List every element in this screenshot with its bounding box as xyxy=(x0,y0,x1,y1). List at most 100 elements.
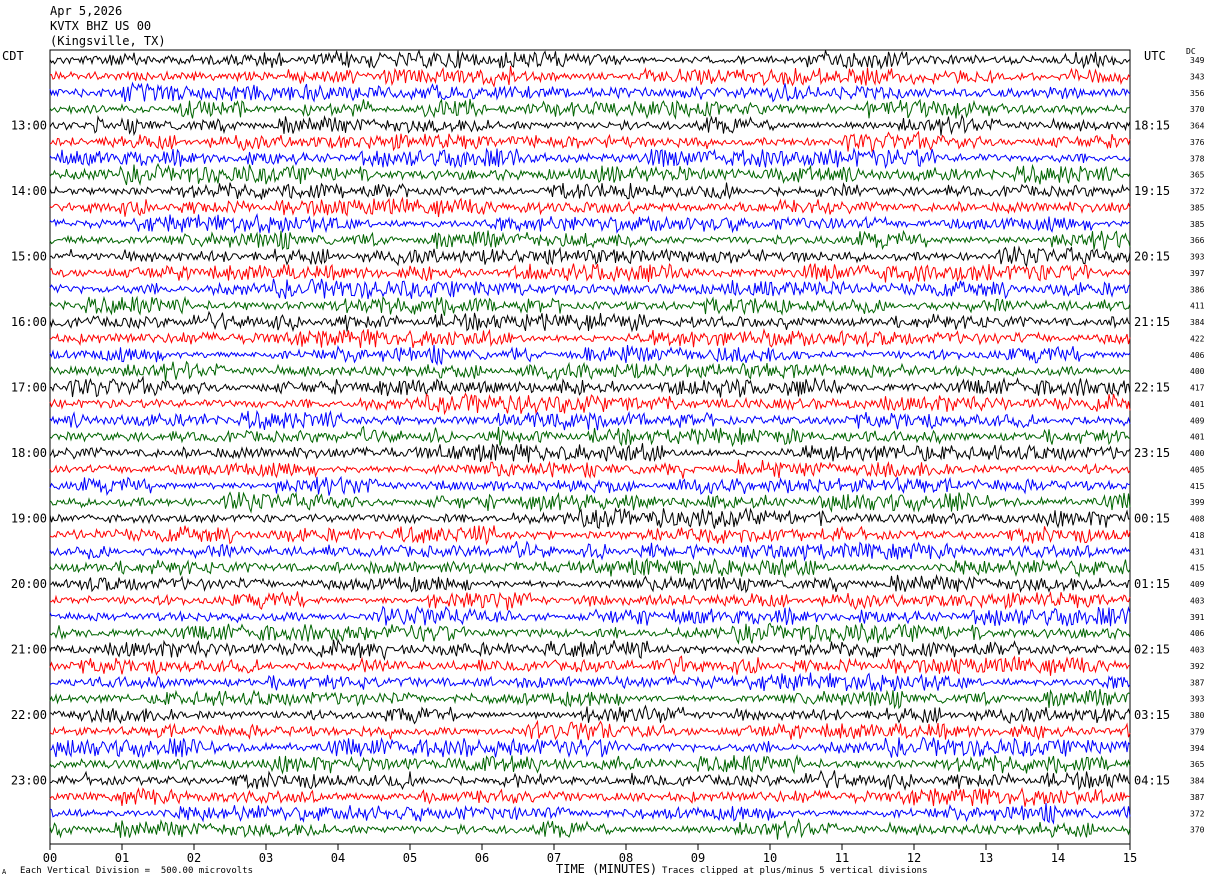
left-time-axis: 13:00 14:00 15:00 16:00 17:00 18:00 19:00 20:00… xyxy=(11,119,47,788)
trace-line xyxy=(49,688,1131,710)
dc-offset-value: 372 xyxy=(1190,809,1205,818)
trace-line xyxy=(49,328,1131,349)
right-time-label: 19:15 xyxy=(1134,184,1170,198)
dc-offset-value: 431 xyxy=(1190,547,1205,556)
right-timezone-label: UTC xyxy=(1144,49,1166,63)
left-time-label: 16:00 xyxy=(11,315,47,329)
dc-offset-value: 406 xyxy=(1190,629,1205,638)
trace-line xyxy=(49,65,1131,88)
dc-offset-value: 401 xyxy=(1190,433,1205,442)
left-time-label: 21:00 xyxy=(11,643,47,657)
right-time-label: 03:15 xyxy=(1134,708,1170,722)
trace-line xyxy=(49,736,1131,759)
right-time-label: 18:15 xyxy=(1134,119,1170,133)
left-time-label: 20:00 xyxy=(11,577,47,591)
x-tick-label: 15 xyxy=(1123,851,1137,865)
dc-offset-value: 415 xyxy=(1190,564,1205,573)
dc-offset-column: 349 343 356 370 364 376 378 365 372 385 385 366 393 3… xyxy=(1190,56,1205,835)
left-time-label: 19:00 xyxy=(11,512,47,526)
dc-offset-value: 365 xyxy=(1190,760,1205,769)
dc-offset-value: 378 xyxy=(1190,154,1205,163)
trace-line xyxy=(49,655,1131,676)
right-time-label: 23:15 xyxy=(1134,446,1170,460)
x-tick-label: 00 xyxy=(43,851,57,865)
header-location: (Kingsville, TX) xyxy=(50,34,166,48)
dc-offset-value: 400 xyxy=(1190,449,1205,458)
left-time-label: 22:00 xyxy=(11,708,47,722)
dc-offset-value: 380 xyxy=(1190,711,1205,720)
right-time-label: 02:15 xyxy=(1134,643,1170,657)
trace-line xyxy=(49,360,1131,382)
dc-offset-value: 364 xyxy=(1190,122,1205,131)
dc-offset-value: 393 xyxy=(1190,695,1205,704)
dc-offset-value: 401 xyxy=(1190,400,1205,409)
x-tick-label: 12 xyxy=(907,851,921,865)
trace-line xyxy=(49,540,1131,562)
trace-line xyxy=(49,573,1131,594)
dc-offset-value: 386 xyxy=(1190,285,1205,294)
dc-offset-value: 385 xyxy=(1190,220,1205,229)
dc-offset-value: 415 xyxy=(1190,482,1205,491)
right-time-axis: 18:15 19:15 20:15 21:15 22:15 23:15 00:15 01:15… xyxy=(1134,119,1170,788)
trace-line xyxy=(49,475,1131,496)
trace-line xyxy=(49,263,1131,283)
dc-offset-value: 366 xyxy=(1190,236,1205,245)
trace-line xyxy=(49,344,1131,366)
trace-line xyxy=(49,605,1131,627)
trace-line xyxy=(49,443,1131,463)
x-tick-label: 02 xyxy=(187,851,201,865)
x-tick-label: 04 xyxy=(331,851,345,865)
x-tick-label: 01 xyxy=(115,851,129,865)
x-tick-label: 03 xyxy=(259,851,273,865)
trace-line xyxy=(49,704,1131,725)
trace-line xyxy=(49,162,1131,186)
trace-line xyxy=(49,637,1131,661)
dc-offset-value: 392 xyxy=(1190,662,1205,671)
left-time-label: 13:00 xyxy=(11,119,47,133)
dc-offset-value: 387 xyxy=(1190,678,1205,687)
trace-line xyxy=(49,310,1131,333)
right-time-label: 01:15 xyxy=(1134,577,1170,591)
left-time-label: 23:00 xyxy=(11,774,47,788)
x-tick-label: 08 xyxy=(619,851,633,865)
left-time-label: 14:00 xyxy=(11,184,47,198)
dc-offset-value: 372 xyxy=(1190,187,1205,196)
dc-offset-value: 403 xyxy=(1190,646,1205,655)
trace-line xyxy=(49,98,1131,120)
dc-offset-value: 391 xyxy=(1190,613,1205,622)
trace-line xyxy=(49,786,1131,807)
dc-offset-value: 365 xyxy=(1190,171,1205,180)
trace-line xyxy=(49,213,1131,234)
trace-line xyxy=(49,459,1131,480)
dc-offset-value: 409 xyxy=(1190,416,1205,425)
trace-line xyxy=(49,182,1131,200)
clip-note: Traces clipped at plus/minus 5 vertical … xyxy=(662,866,928,876)
trace-line xyxy=(49,295,1131,316)
x-tick-label: 09 xyxy=(691,851,705,865)
trace-line xyxy=(49,591,1131,611)
trace-line xyxy=(49,817,1131,840)
trace-line xyxy=(49,672,1131,692)
dc-offset-value: 356 xyxy=(1190,89,1205,98)
trace-line xyxy=(49,49,1131,70)
trace-layer xyxy=(49,49,1131,840)
trace-line xyxy=(49,196,1131,218)
x-tick-label: 13 xyxy=(979,851,993,865)
dc-offset-value: 422 xyxy=(1190,334,1205,343)
left-time-label: 18:00 xyxy=(11,446,47,460)
trace-line xyxy=(49,622,1131,645)
x-tick-label: 07 xyxy=(547,851,561,865)
trace-line xyxy=(49,113,1131,137)
right-time-label: 21:15 xyxy=(1134,315,1170,329)
dc-offset-value: 409 xyxy=(1190,580,1205,589)
x-axis-title: TIME (MINUTES) xyxy=(556,862,658,876)
dc-offset-value: 405 xyxy=(1190,465,1205,474)
dc-offset-value: 399 xyxy=(1190,498,1205,507)
trace-line xyxy=(49,409,1131,431)
trace-line xyxy=(49,557,1131,579)
dc-offset-value: 394 xyxy=(1190,744,1205,753)
dc-offset-value: 387 xyxy=(1190,793,1205,802)
trace-line xyxy=(49,507,1131,530)
right-time-label: 22:15 xyxy=(1134,381,1170,395)
header-date: Apr 5,2026 xyxy=(50,4,123,18)
